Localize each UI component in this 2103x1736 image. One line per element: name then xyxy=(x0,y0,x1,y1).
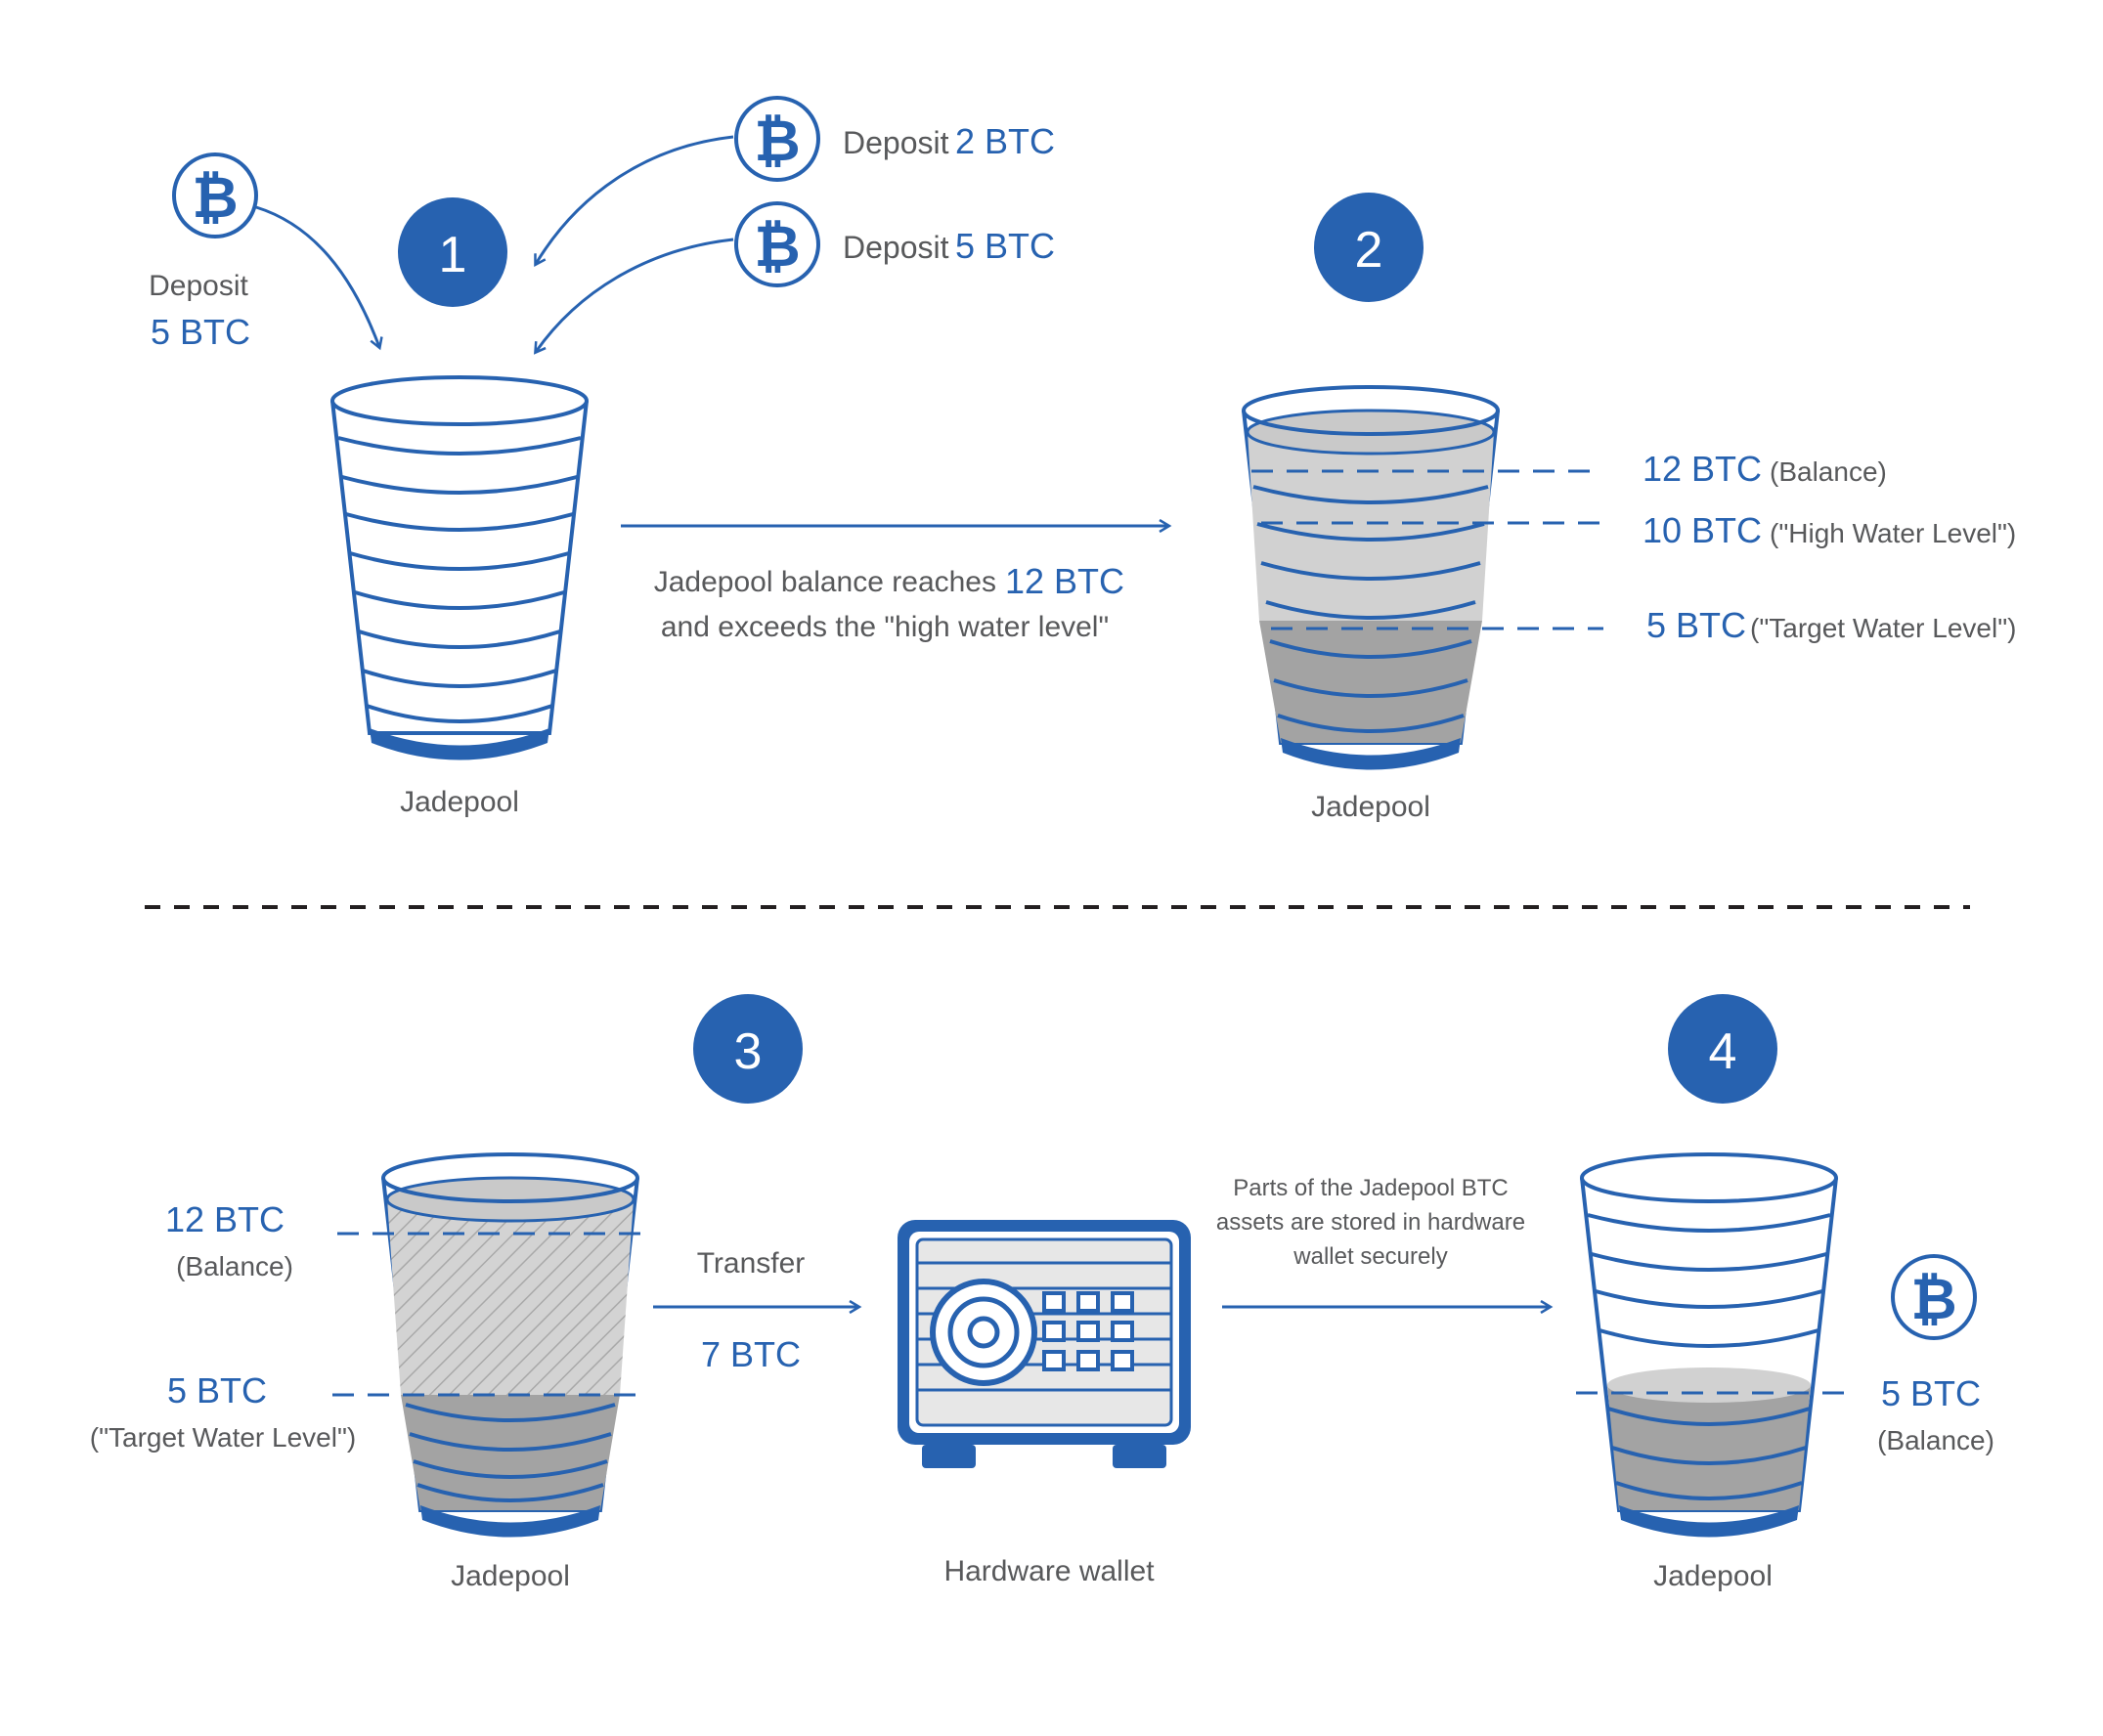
transition-1-2: Jadepool balance reaches 12 BTC and exce… xyxy=(621,526,1168,643)
jadepool-cup-2 xyxy=(1242,385,1500,770)
step-1: 1 Deposit 5 BTC Deposit 2 BTC Deposit 5 … xyxy=(149,96,1055,818)
transition-3-4-line1: Parts of the Jadepool BTC xyxy=(1233,1175,1508,1201)
jadepool-cup-1 xyxy=(330,375,589,762)
s4-balance-note: (Balance) xyxy=(1877,1425,1994,1455)
jadepool-cup-3 xyxy=(381,1152,639,1538)
step-2-number: 2 xyxy=(1355,222,1383,279)
arrow-icon xyxy=(536,135,734,264)
arrow-icon xyxy=(255,205,379,347)
s2-high-note: ("High Water Level") xyxy=(1770,518,2016,548)
step-3: 3 12 BTC (Balance) 5 BTC ("Target Water … xyxy=(90,994,1191,1592)
transition-3-4-line2: assets are stored in hardware xyxy=(1216,1209,1525,1236)
s4-balance-amount: 5 BTC xyxy=(1881,1373,1981,1413)
step-4-number: 4 xyxy=(1709,1023,1737,1080)
step-1-badge xyxy=(398,197,507,307)
s2-target-amount: 5 BTC xyxy=(1646,605,1746,645)
pool-label-3: Jadepool xyxy=(451,1560,570,1592)
step-2: 2 12 BTC (B xyxy=(1242,193,2016,823)
bitcoin-icon xyxy=(734,201,820,287)
transition-1-2-line2: and exceeds the "high water level" xyxy=(661,611,1109,643)
step-3-badge xyxy=(693,994,803,1104)
pool-label-4: Jadepool xyxy=(1653,1560,1773,1592)
pool-label-2: Jadepool xyxy=(1311,791,1430,823)
deposit-c-word: Deposit xyxy=(843,230,949,265)
jadepool-cup-4 xyxy=(1580,1152,1838,1538)
transition-3-4: Parts of the Jadepool BTC assets are sto… xyxy=(1216,1175,1550,1307)
transition-3-4-line3: wallet securely xyxy=(1292,1243,1447,1270)
s2-high-amount: 10 BTC xyxy=(1643,510,1762,550)
deposit-b-word: Deposit xyxy=(843,125,949,160)
step-2-badge xyxy=(1314,193,1424,302)
step-3-number: 3 xyxy=(734,1023,763,1080)
deposit-a-amount: 5 BTC xyxy=(151,312,250,352)
s3-balance-amount: 12 BTC xyxy=(165,1199,285,1239)
s2-target-note: ("Target Water Level") xyxy=(1750,613,2016,643)
transfer-label: Transfer xyxy=(697,1247,806,1280)
step-4-badge xyxy=(1668,994,1777,1104)
deposit-c-amount: 5 BTC xyxy=(955,226,1055,266)
bitcoin-icon xyxy=(1891,1254,1977,1340)
arrow-icon xyxy=(536,238,734,352)
s3-balance-note: (Balance) xyxy=(176,1251,293,1281)
s2-balance-note: (Balance) xyxy=(1770,456,1887,487)
bitcoin-icon xyxy=(734,96,820,182)
step-4: 4 5 BTC (Balance) Jadepool xyxy=(1576,994,1994,1592)
s2-balance-amount: 12 BTC xyxy=(1643,449,1762,489)
bitcoin-icon xyxy=(172,152,258,239)
s3-target-amount: 5 BTC xyxy=(167,1370,267,1410)
transfer-amount: 7 BTC xyxy=(701,1334,801,1374)
transition-1-2-text: Jadepool balance reaches xyxy=(654,566,996,598)
pool-label-1: Jadepool xyxy=(400,786,519,818)
wallet-label: Hardware wallet xyxy=(943,1555,1155,1587)
safe-icon xyxy=(898,1220,1191,1468)
step-1-number: 1 xyxy=(439,227,467,283)
transition-1-2-amount: 12 BTC xyxy=(1005,561,1124,601)
s3-target-note: ("Target Water Level") xyxy=(90,1422,356,1453)
deposit-a-word: Deposit xyxy=(149,270,248,302)
deposit-b-amount: 2 BTC xyxy=(955,121,1055,161)
